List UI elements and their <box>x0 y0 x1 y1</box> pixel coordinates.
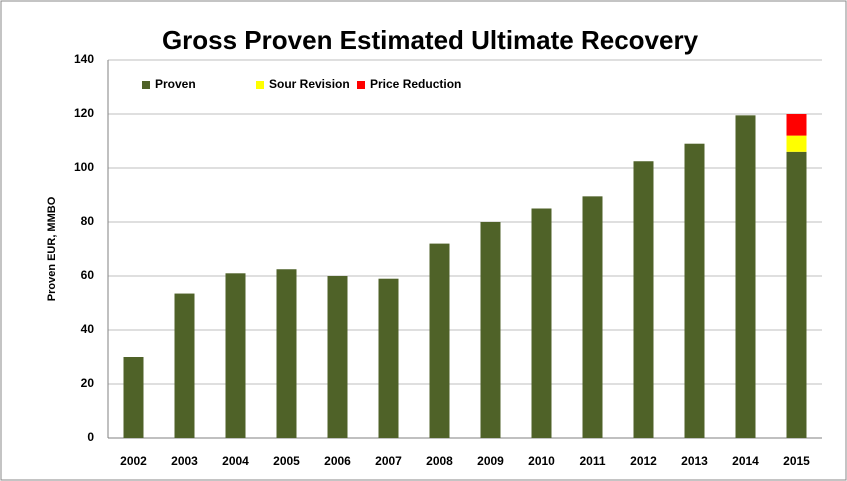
bar-segment <box>786 135 807 152</box>
bar-segment <box>786 114 807 136</box>
y-tick-label: 80 <box>81 214 95 228</box>
chart-title: Gross Proven Estimated Ultimate Recovery <box>162 25 699 55</box>
bar-segment <box>633 161 654 438</box>
bar-segment <box>480 222 501 438</box>
y-tick-label: 0 <box>87 430 94 444</box>
bar-segment <box>684 143 705 438</box>
bar-segment <box>429 243 450 438</box>
x-tick-label: 2011 <box>579 454 605 468</box>
y-tick-label: 40 <box>81 322 95 336</box>
legend-swatch <box>142 81 150 89</box>
x-tick-label: 2009 <box>477 454 504 468</box>
y-tick-label: 140 <box>74 52 94 66</box>
x-tick-label: 2007 <box>375 454 402 468</box>
legend-swatch <box>357 81 365 89</box>
bar-segment <box>327 276 348 438</box>
x-tick-label: 2014 <box>732 454 759 468</box>
legend-label: Proven <box>155 77 196 91</box>
x-tick-label: 2006 <box>324 454 351 468</box>
bar-segment <box>225 273 246 438</box>
x-tick-label: 2004 <box>222 454 249 468</box>
bar-segment <box>276 269 297 438</box>
bar-segment <box>786 151 807 439</box>
legend-label: Price Reduction <box>370 77 461 91</box>
y-tick-label: 100 <box>74 160 94 174</box>
x-tick-label: 2012 <box>630 454 657 468</box>
bar-segment <box>735 115 756 438</box>
legend-swatch <box>256 81 264 89</box>
bar-segment <box>531 208 552 438</box>
x-tick-label: 2013 <box>681 454 708 468</box>
bar-segment <box>123 357 144 438</box>
x-tick-label: 2010 <box>528 454 555 468</box>
x-tick-label: 2002 <box>120 454 147 468</box>
x-tick-label: 2003 <box>171 454 198 468</box>
y-tick-label: 20 <box>81 376 95 390</box>
y-tick-label: 120 <box>74 106 94 120</box>
bar-segment <box>174 293 195 438</box>
y-axis-label: Proven EUR, MMBO <box>46 196 58 301</box>
x-tick-label: 2008 <box>426 454 453 468</box>
x-tick-label: 2015 <box>783 454 810 468</box>
y-tick-label: 60 <box>81 268 95 282</box>
x-tick-label: 2005 <box>273 454 300 468</box>
bar-segment <box>378 278 399 438</box>
bar-segment <box>582 196 603 438</box>
legend-label: Sour Revision <box>269 77 350 91</box>
